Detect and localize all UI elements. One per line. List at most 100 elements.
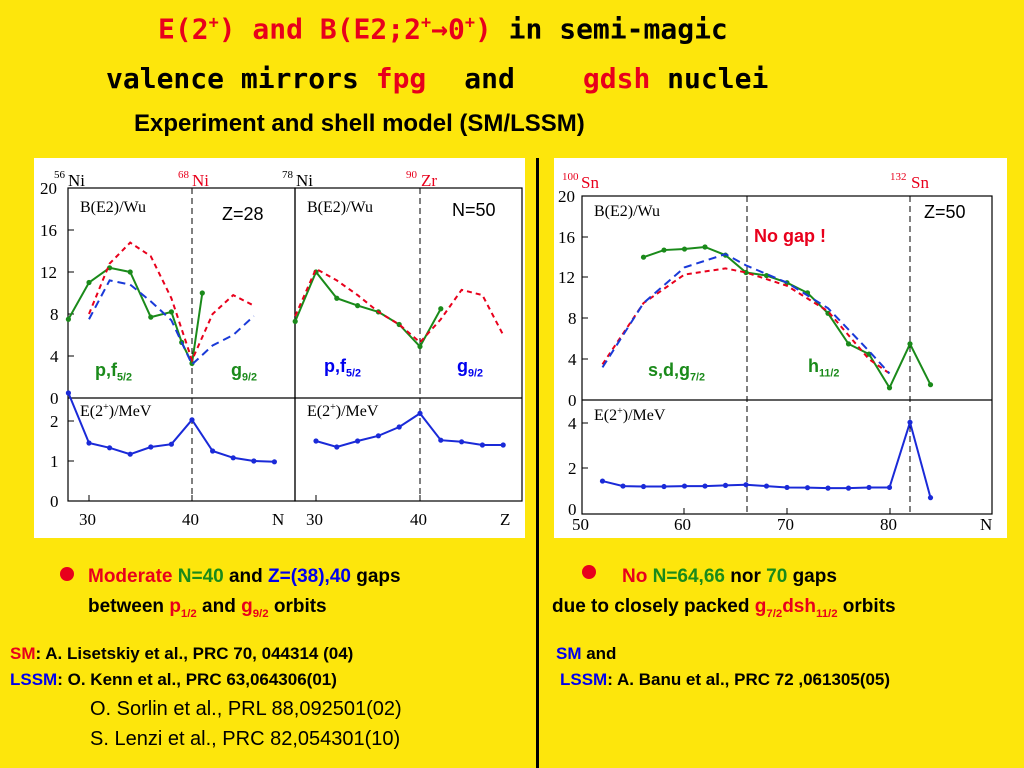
zr90-el: Zr: [421, 171, 437, 190]
data-point: [907, 419, 913, 425]
y-label: 8: [568, 309, 577, 328]
orbit-h: h11/2: [808, 356, 840, 380]
left-figure: 20 16 12 8 4 0 2 1 0 30 40 N 30 40 Z 56 …: [34, 158, 525, 538]
orbit-pf-1: p,f5/2: [95, 360, 133, 384]
data-point: [886, 385, 893, 391]
x-labels: 30 40 N 30 40 Z: [79, 510, 510, 529]
y-label: 12: [40, 263, 57, 282]
data-point: [334, 444, 340, 450]
data-point: [168, 441, 174, 447]
data-point: [784, 484, 790, 491]
y-label: 4: [568, 414, 577, 433]
y-labels-r: 20 16 12 8 4 0 4 2 0: [558, 187, 577, 519]
e2-label-r: E(2+)/MeV: [307, 402, 379, 420]
be2-label-l: B(E2)/Wu: [80, 199, 146, 216]
orbit-sdg: s,d,g7/2: [648, 360, 706, 384]
data-point: [86, 440, 92, 446]
x-label: 80: [880, 515, 897, 534]
orbit-g-1: g9/2: [231, 360, 258, 384]
data-point: [866, 484, 872, 491]
title-sup1: +: [208, 12, 219, 32]
data-point: [127, 451, 133, 457]
data-point: [355, 303, 361, 309]
series-line-sm: [294, 267, 505, 344]
data-point: [661, 247, 667, 253]
y-label: 4: [50, 347, 59, 366]
right-figure: 20 16 12 8 4 0 4 2 0 50 60 70 80 N 100 S…: [554, 158, 1007, 538]
e2-label-l: E(2+)/MeV: [80, 402, 152, 420]
title-e2: E(2: [158, 12, 209, 46]
x-label: 40: [182, 510, 199, 529]
series-line-sm: [88, 241, 255, 363]
data-point: [168, 309, 174, 315]
left-figure-svg: 20 16 12 8 4 0 2 1 0 30 40 N 30 40 Z 56 …: [40, 169, 523, 529]
sn100-mass: 100: [562, 171, 579, 183]
data-point: [417, 410, 423, 416]
y-label: 20: [558, 187, 575, 206]
sn100-el: Sn: [581, 173, 599, 192]
data-point: [825, 485, 831, 491]
data-point: [620, 483, 626, 489]
data-point: [825, 310, 831, 316]
title-gdsh: gdsh: [582, 62, 651, 95]
data-point: [438, 437, 444, 443]
data-point: [189, 417, 195, 423]
divider: [536, 158, 539, 768]
x-label: 50: [572, 515, 589, 534]
bullet-left-line2: between p1/2 and g9/2 orbits: [88, 596, 327, 620]
ref-sm-right: SM and: [556, 644, 617, 663]
title-zero: 0: [447, 12, 465, 46]
y-labels-top: 20 16 12 8 4 0 2 1 0: [40, 179, 59, 511]
be2-label-r: B(E2)/Wu: [307, 199, 373, 216]
data-point: [355, 438, 361, 444]
orbit-g-2: g9/2: [457, 356, 484, 380]
data-point: [886, 484, 893, 491]
z50-label: Z=50: [924, 202, 966, 222]
data-point: [479, 442, 485, 448]
title-close: ): [474, 12, 492, 46]
right-figure-svg: 20 16 12 8 4 0 4 2 0 50 60 70 80 N 100 S…: [558, 171, 993, 534]
data-point: [722, 482, 729, 488]
data-point: [500, 442, 506, 448]
data-point: [640, 483, 647, 490]
data-point: [927, 382, 934, 388]
title-sup3: +: [464, 12, 475, 32]
subtitle: Experiment and shell model (SM/LSSM): [134, 110, 585, 137]
data-point: [230, 455, 236, 461]
bullet-dot-left: [60, 567, 74, 581]
ref-sm-left: SM: A. Lisetskiy et al., PRC 70, 044314 …: [10, 644, 354, 663]
ref-lssm-right: LSSM: A. Banu et al., PRC 72 ,061305(05): [560, 670, 891, 689]
y-label: 8: [50, 305, 59, 324]
y-label: 0: [50, 492, 59, 511]
series-line-exp: [294, 270, 442, 349]
data-point: [148, 314, 154, 320]
y-label: 1: [50, 452, 59, 471]
left-curves: [65, 241, 506, 465]
series-line-lssm: [601, 253, 891, 375]
ref-lssm-left: LSSM: O. Kenn et al., PRC 63,064306(01): [10, 670, 337, 689]
bullet-right-line2: due to closely packed g7/2dsh11/2 orbits: [552, 596, 896, 620]
data-point: [417, 343, 423, 350]
y-label: 16: [40, 221, 57, 240]
series-line-exp: [315, 412, 504, 449]
data-point: [599, 478, 606, 484]
ticks: [68, 187, 421, 501]
ni68-el: Ni: [192, 171, 209, 190]
data-point: [702, 483, 708, 489]
data-point: [927, 495, 934, 501]
sn132-mass: 132: [890, 171, 907, 183]
data-point: [65, 390, 71, 396]
y-label: 0: [568, 500, 577, 519]
title-and: and: [464, 62, 515, 95]
x-label: Z: [500, 510, 510, 529]
title-nuclei: nuclei: [650, 62, 769, 95]
y-label: 2: [568, 459, 577, 478]
ni78-mass: 78: [282, 169, 294, 181]
data-point: [681, 246, 688, 252]
data-point: [210, 448, 216, 454]
data-point: [127, 269, 133, 275]
data-point: [763, 272, 770, 279]
data-point: [334, 295, 340, 301]
data-point: [743, 269, 749, 276]
data-point: [459, 439, 465, 445]
